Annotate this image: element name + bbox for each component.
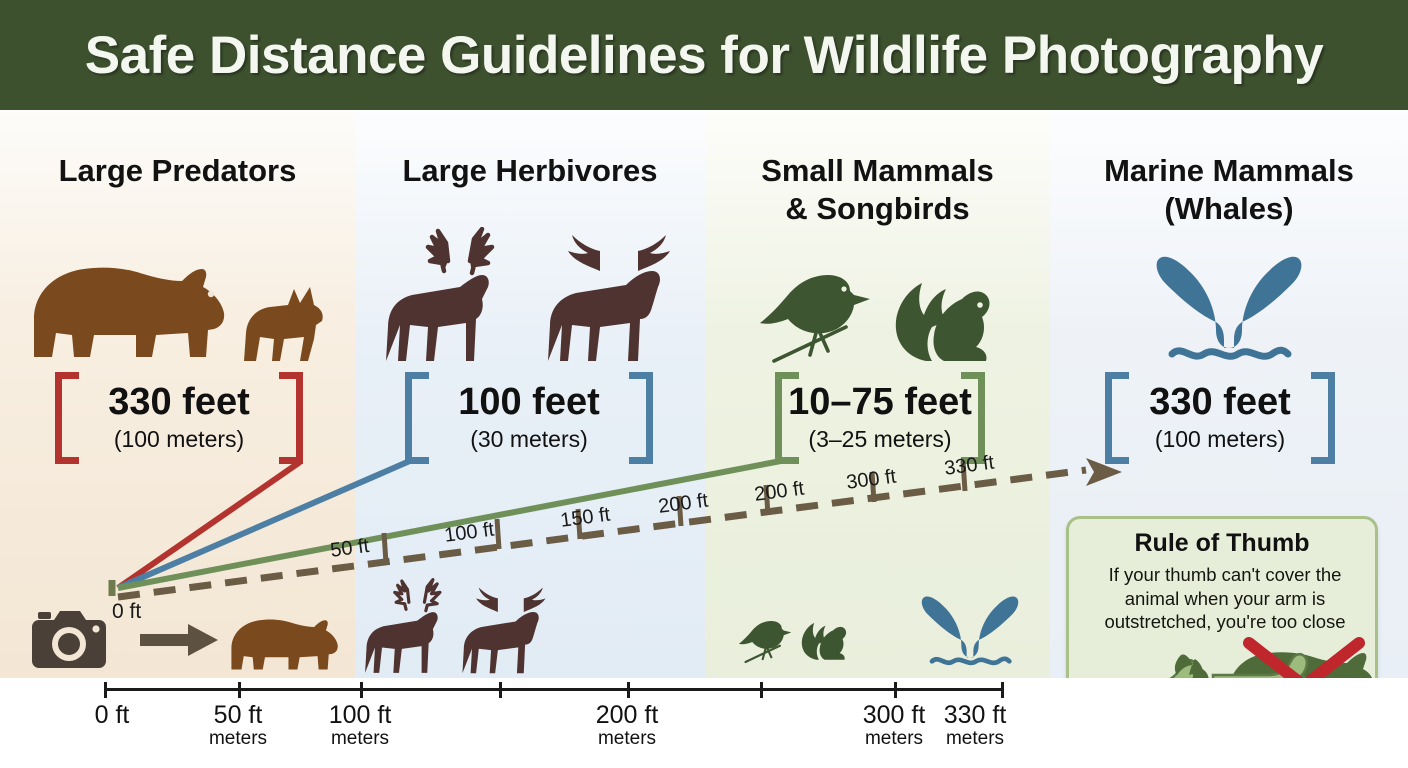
axis-tick xyxy=(360,682,363,698)
title-bar: Safe Distance Guidelines for Wildlife Ph… xyxy=(0,0,1408,110)
elk-silhouette-small xyxy=(365,578,442,673)
axis-tick xyxy=(894,682,897,698)
distance-callout-large-predators: 330 feet (100 meters) xyxy=(55,372,303,464)
songbird-silhouette-small xyxy=(738,620,792,664)
small-mammals-sightline xyxy=(117,457,787,591)
arrow-right-icon xyxy=(140,624,218,656)
whale-tail-silhouette-small xyxy=(921,596,1019,666)
axis-tick xyxy=(760,682,763,698)
ruler-tick xyxy=(869,471,877,503)
icons-small-mammals xyxy=(705,265,1050,365)
bear-silhouette-small xyxy=(231,619,338,670)
whale-tail-silhouette xyxy=(1156,256,1302,360)
distance-callout-small-mammals: 10–75 feet (3–25 meters) xyxy=(775,372,985,464)
bracket-right-icon xyxy=(629,372,653,464)
distance-meters: (3–25 meters) xyxy=(808,425,952,452)
elk-silhouette xyxy=(386,227,495,361)
column-heading-large-predators: Large Predators xyxy=(58,153,297,188)
songbird-silhouette xyxy=(759,275,870,363)
axis-label-100ft: 100 ft meters xyxy=(328,701,392,750)
icons-large-herbivores xyxy=(355,225,705,365)
distance-values: 10–75 feet (3–25 meters) xyxy=(788,372,972,464)
distance-callout-large-herbivores: 100 feet (30 meters) xyxy=(405,372,653,464)
camera-icon xyxy=(32,611,106,668)
bracket-right-icon xyxy=(1311,372,1335,464)
bracket-left-icon xyxy=(405,372,429,464)
scale-axis: 0 ft 50 ft meters 100 ft meters 200 ft m… xyxy=(0,678,1408,768)
wolf-silhouette xyxy=(243,287,323,361)
ruler-tick xyxy=(575,508,583,540)
distance-meters: (30 meters) xyxy=(470,425,588,452)
icons-large-predators xyxy=(0,240,355,365)
ruler-tick xyxy=(381,532,389,564)
axis-tick xyxy=(1001,682,1004,698)
distance-meters: (100 meters) xyxy=(113,425,245,452)
distance-feet: 330 feet xyxy=(108,380,250,423)
axis-tick xyxy=(238,682,241,698)
distance-values: 330 feet (100 meters) xyxy=(79,372,279,464)
icons-marine-mammals xyxy=(1050,242,1408,364)
ruler-tick xyxy=(960,460,968,492)
distance-values: 100 feet (30 meters) xyxy=(429,372,629,464)
distance-values: 330 feet (100 meters) xyxy=(1129,372,1311,464)
column-heading-small-mammals: Small Mammals & Songbirds xyxy=(761,153,994,227)
axis-tick xyxy=(104,682,107,698)
axis-tick xyxy=(627,682,630,698)
axis-label-0ft: 0 ft xyxy=(94,701,130,729)
bracket-right-icon xyxy=(961,372,985,464)
bracket-left-icon xyxy=(1105,372,1129,464)
bracket-left-icon xyxy=(55,372,79,464)
squirrel-silhouette-small xyxy=(801,622,847,660)
ruler-label-0ft: 0 ft xyxy=(112,600,142,623)
ruler-tick xyxy=(676,495,684,527)
distance-feet: 330 feet xyxy=(1149,380,1291,423)
distance-feet: 10–75 feet xyxy=(788,380,972,423)
ruler-tick xyxy=(494,518,502,550)
axis-label-200ft: 200 ft meters xyxy=(595,701,659,750)
ruler-tick xyxy=(763,484,771,516)
axis-line xyxy=(104,688,1004,691)
bracket-left-icon xyxy=(775,372,799,464)
page-title: Safe Distance Guidelines for Wildlife Ph… xyxy=(84,25,1324,85)
moose-silhouette xyxy=(548,235,670,361)
rule-of-thumb-title: Rule of Thumb xyxy=(1134,529,1310,557)
ruler-arrowhead-icon xyxy=(1086,458,1122,486)
distance-callout-marine-mammals: 330 feet (100 meters) xyxy=(1105,372,1335,464)
axis-tick xyxy=(499,682,502,698)
squirrel-silhouette xyxy=(895,283,989,361)
perspective-ruler-line xyxy=(117,466,1087,601)
rule-of-thumb-body: If your thumb can't cover the animal whe… xyxy=(1104,564,1346,633)
column-heading-marine-mammals: Marine Mammals (Whales) xyxy=(1104,153,1354,227)
column-heading-large-herbivores: Large Herbivores xyxy=(402,153,658,188)
axis-label-330ft: 330 ft meters xyxy=(943,701,1007,750)
band-small-mammals xyxy=(705,110,1050,678)
distance-feet: 100 feet xyxy=(458,380,600,423)
distance-meters: (100 meters) xyxy=(1154,425,1286,452)
large-predators-sightline xyxy=(116,459,302,591)
moose-silhouette-small xyxy=(462,587,546,674)
large-herbivores-sightline xyxy=(116,457,414,591)
perspective-scene xyxy=(108,457,1122,601)
axis-label-50ft: 50 ft meters xyxy=(208,701,268,750)
bracket-right-icon xyxy=(279,372,303,464)
axis-label-300ft: 300 ft meters xyxy=(862,701,926,750)
bear-silhouette xyxy=(33,267,224,357)
